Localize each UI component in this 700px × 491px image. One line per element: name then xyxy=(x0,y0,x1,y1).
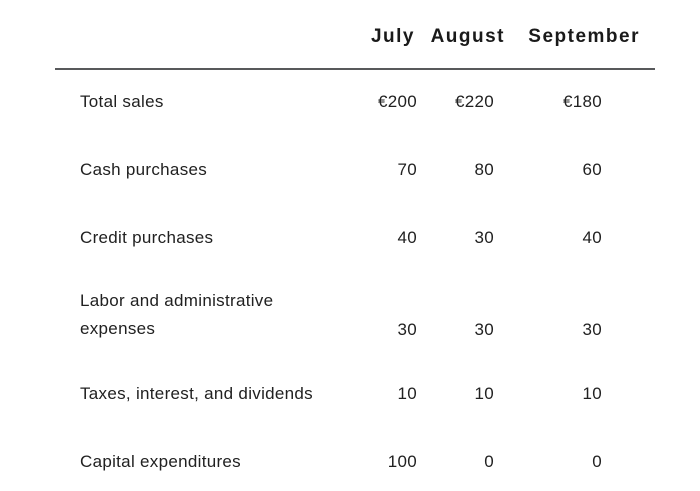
table-row-taxes-interest-dividends: Taxes, interest, and dividends 10 10 10 xyxy=(55,365,655,429)
row-label-text: Cash purchases xyxy=(80,160,208,180)
cell-value: 10 xyxy=(474,384,494,404)
table-row-capital-expenditures: Capital expenditures 100 0 0 xyxy=(55,429,655,491)
cell-value: 10 xyxy=(397,384,417,404)
cell-value: €220 xyxy=(454,92,494,112)
row-label-text: Labor and administrative expenses xyxy=(80,291,274,338)
row-label-text: Taxes, interest, and dividends xyxy=(80,384,313,404)
cell-value: 60 xyxy=(582,160,602,180)
cell-value: 40 xyxy=(582,228,602,248)
cash-budget-table: July August September Total sales €200 €… xyxy=(55,14,655,491)
cell-value: 30 xyxy=(474,320,494,340)
header-row: July August September xyxy=(55,14,655,70)
cell-value: 80 xyxy=(474,160,494,180)
row-label: Taxes, interest, and dividends xyxy=(55,365,340,429)
cell-value: €180 xyxy=(562,92,602,112)
row-label-text: Capital expenditures xyxy=(80,452,241,472)
cell-value: 70 xyxy=(397,160,417,180)
column-header-september: September xyxy=(505,14,655,70)
cell-value: 0 xyxy=(484,452,494,472)
table-row-labor-admin-expenses: Labor and administrative expenses 30 30 … xyxy=(55,273,655,365)
column-header-august: August xyxy=(420,14,505,70)
row-label: Total sales xyxy=(55,69,340,137)
row-label: Credit purchases xyxy=(55,205,340,273)
table-row-cash-purchases: Cash purchases 70 80 60 xyxy=(55,137,655,205)
cell-value: 30 xyxy=(397,320,417,340)
cell-value: €200 xyxy=(377,92,417,112)
table-row-credit-purchases: Credit purchases 40 30 40 xyxy=(55,205,655,273)
row-label-text: Credit purchases xyxy=(80,228,214,248)
cell-value: 10 xyxy=(582,384,602,404)
row-label: Cash purchases xyxy=(55,137,340,205)
column-header-blank xyxy=(55,14,340,70)
cell-value: 100 xyxy=(387,452,417,472)
cell-value: 30 xyxy=(474,228,494,248)
row-label: Capital expenditures xyxy=(55,429,340,491)
column-header-july: July xyxy=(340,14,420,70)
table-row-total-sales: Total sales €200 €220 €180 xyxy=(55,69,655,137)
row-label-text: Total sales xyxy=(80,92,164,112)
cell-value: 30 xyxy=(582,320,602,340)
cell-value: 0 xyxy=(592,452,602,472)
cell-value: 40 xyxy=(397,228,417,248)
row-label: Labor and administrative expenses xyxy=(55,273,340,365)
